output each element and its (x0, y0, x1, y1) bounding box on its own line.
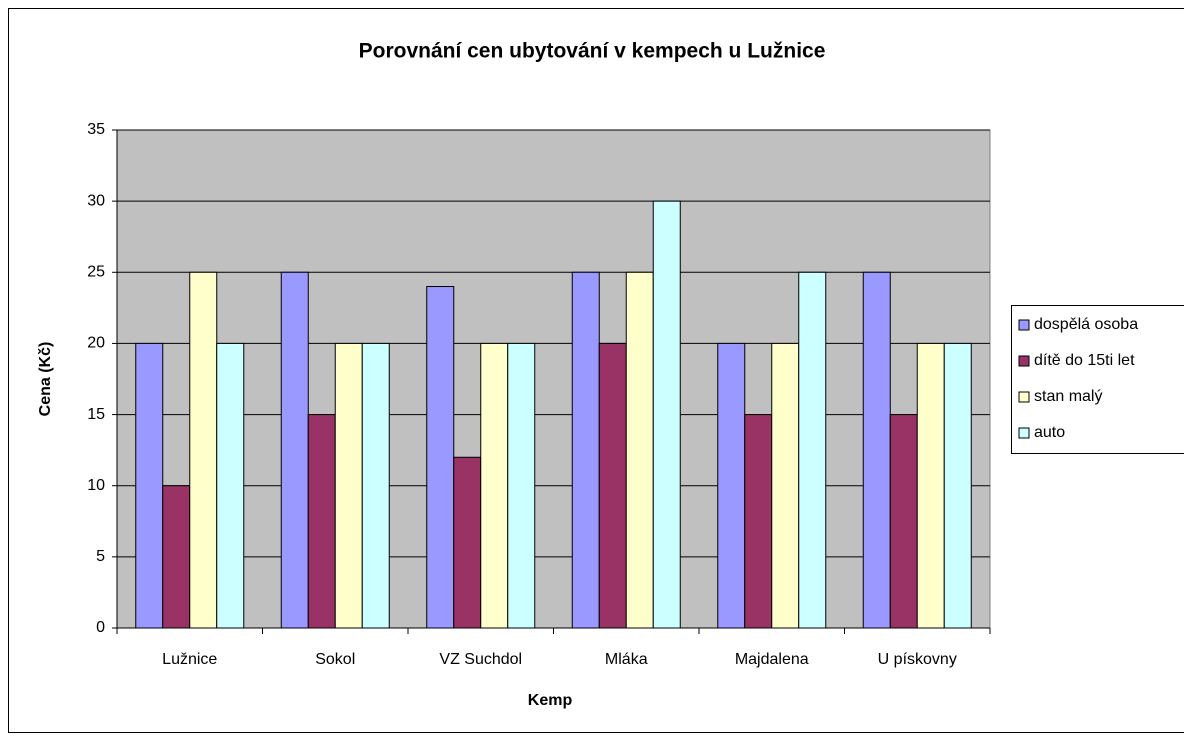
x-axis-title: Kemp (528, 692, 573, 709)
y-tick-label: 0 (96, 619, 105, 636)
bar (189, 271, 218, 629)
legend-swatch (1018, 391, 1030, 403)
bar (862, 271, 891, 629)
legend-label: stan malý (1034, 388, 1102, 405)
x-tick-label: Mláka (605, 651, 648, 668)
x-tick-label: Majdalena (735, 651, 809, 668)
bar (507, 342, 536, 629)
bar (480, 342, 509, 629)
x-tick-label: VZ Suchdol (439, 651, 522, 668)
y-axis-title: Cena (Kč) (37, 342, 54, 417)
bar (453, 456, 482, 629)
bar (798, 271, 827, 629)
x-tick-label: Sokol (315, 651, 355, 668)
y-tick-label: 25 (87, 264, 105, 281)
bar (889, 414, 918, 629)
bar (571, 271, 600, 629)
bar (771, 342, 800, 629)
legend-box (1011, 305, 1184, 454)
y-tick-label: 10 (87, 477, 105, 494)
y-tick-label: 20 (87, 335, 105, 352)
plot-area (116, 129, 991, 629)
legend-label: auto (1034, 424, 1065, 441)
bar (744, 414, 773, 629)
x-tick-label: U pískovny (878, 651, 957, 668)
bar (334, 342, 363, 629)
bar (162, 485, 191, 629)
bar (426, 286, 455, 629)
legend-swatch (1018, 355, 1030, 367)
bar (625, 271, 654, 629)
y-tick-label: 30 (87, 192, 105, 209)
bar (943, 342, 972, 629)
legend-swatch (1018, 319, 1030, 331)
bar (598, 342, 627, 629)
bar (135, 342, 164, 629)
y-tick-label: 5 (96, 548, 105, 565)
legend-swatch (1018, 427, 1030, 439)
bar (307, 414, 336, 629)
bar (652, 200, 681, 629)
legend-label: dospělá osoba (1034, 316, 1138, 333)
chart-title: Porovnání cen ubytování v kempech u Lužn… (359, 40, 826, 63)
y-tick-label: 35 (87, 121, 105, 138)
bar (216, 342, 245, 629)
x-tick-label: Lužnice (162, 651, 217, 668)
bar (280, 271, 309, 629)
bar (717, 342, 746, 629)
bar (916, 342, 945, 629)
y-tick-label: 15 (87, 406, 105, 423)
legend-label: dítě do 15ti let (1034, 352, 1135, 369)
bar (361, 342, 390, 629)
